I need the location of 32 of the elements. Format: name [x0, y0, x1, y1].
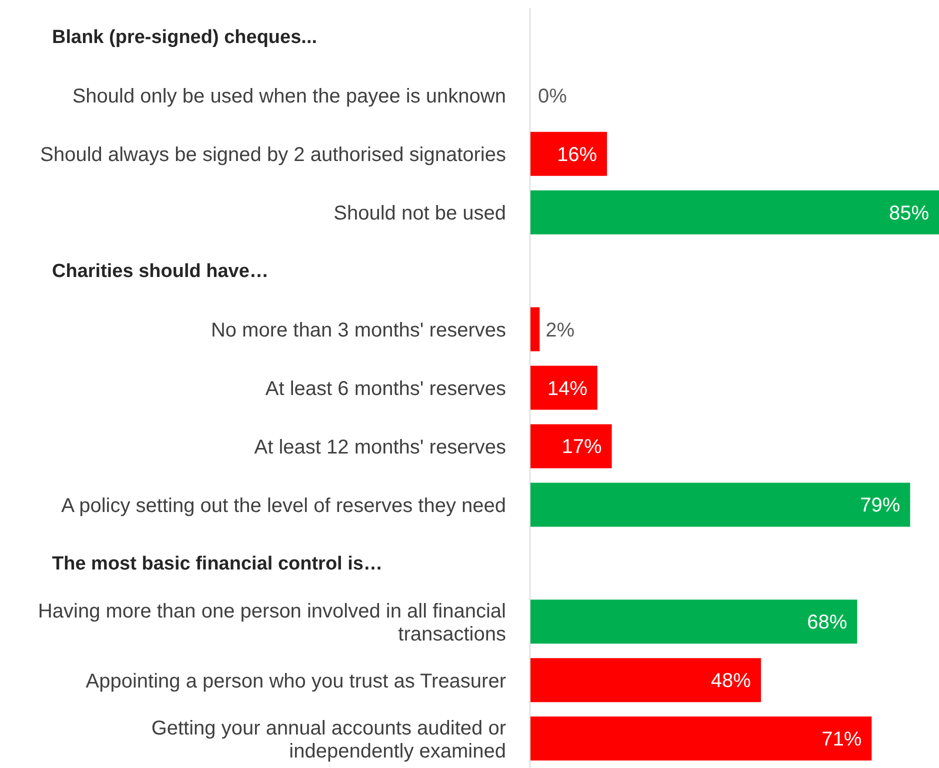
bar: [530, 658, 761, 702]
y-tick-label: At least 6 months' reserves: [265, 378, 506, 400]
y-tick-label: Getting your annual accounts audited or independently examined: [151, 717, 506, 762]
y-tick-label: Should only be used when the payee is unknown: [72, 86, 506, 108]
bar: [530, 716, 872, 761]
bar: [530, 366, 598, 410]
bar: [530, 307, 540, 352]
data-label: 17%: [562, 436, 602, 458]
data-label: 16%: [556, 144, 598, 166]
y-tick-label: Appointing a person who you trust as Treasurer: [86, 670, 506, 692]
data-label: 85%: [888, 202, 930, 224]
data-label: 71%: [822, 728, 862, 751]
y-tick-label: Should not be used: [334, 202, 506, 225]
y-tick-label: At least 12 months' reserves: [254, 436, 506, 458]
text: The most basic financial control is…: [52, 553, 382, 574]
y-tick-label: Having more than one person involved in all financial transactions: [38, 600, 506, 646]
text: Blank (pre-signed) cheques...: [52, 27, 317, 48]
data-label: 79%: [860, 494, 900, 517]
text: Charities should have…: [52, 261, 268, 282]
data-label: 0%: [538, 86, 568, 108]
bar: [530, 600, 858, 644]
bar: [530, 190, 939, 234]
bar: [530, 424, 612, 468]
data-label: 68%: [807, 612, 848, 634]
y-tick-label: Should always be signed by 2 authorised signatories: [40, 144, 506, 166]
bar: [530, 132, 607, 176]
bar: [530, 482, 910, 527]
y-tick-label: A policy setting out the level of reserves they need: [61, 494, 506, 517]
data-label: 14%: [547, 378, 588, 400]
y-tick-label: No more than 3 months' reserves: [210, 320, 506, 342]
data-label: 48%: [710, 670, 752, 692]
data-label: 2%: [546, 319, 575, 342]
